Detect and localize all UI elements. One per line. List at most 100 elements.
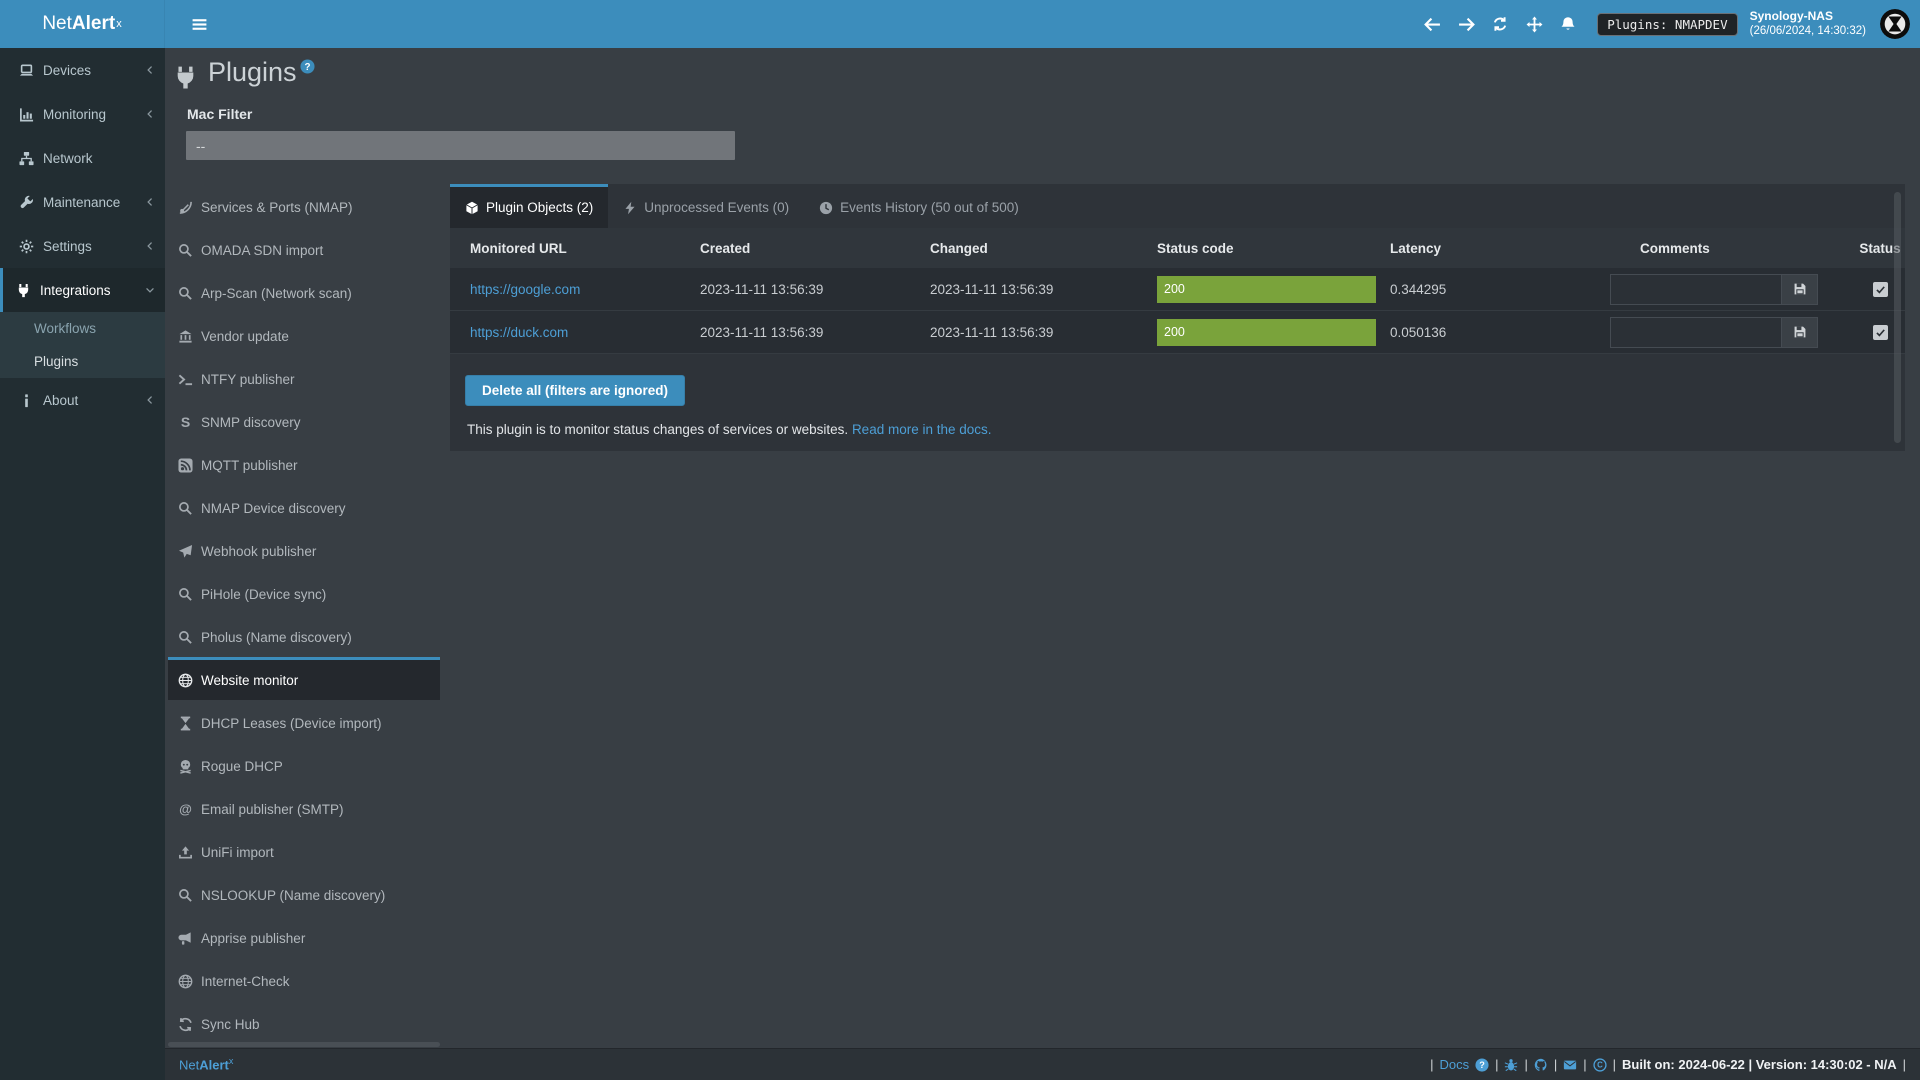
host-info: Synology-NAS (26/06/2024, 14:30:32) (1750, 9, 1866, 40)
dish-icon (178, 200, 193, 215)
plugin-item-nmap-device-discovery[interactable]: NMAP Device discovery (168, 485, 440, 528)
plugin-item-website-monitor[interactable]: Website monitor (168, 657, 440, 700)
status-code-bar: 200 (1157, 318, 1376, 346)
monitored-url-link[interactable]: https://google.com (470, 281, 581, 297)
sidebar-item-label: Integrations (40, 282, 111, 298)
tab-unprocessed-events[interactable]: Unprocessed Events (0) (608, 184, 804, 228)
sidebar-item-settings[interactable]: Settings (0, 224, 165, 268)
copyright-icon[interactable] (1593, 1058, 1607, 1072)
tab-bar: Plugin Objects (2) Unprocessed Events (0… (450, 184, 1905, 228)
sidebar-item-devices[interactable]: Devices (0, 48, 165, 92)
sidebar-item-monitoring[interactable]: Monitoring (0, 92, 165, 136)
gear-icon (19, 239, 34, 254)
wrench-icon (19, 195, 34, 210)
build-info: Built on: 2024-06-22 | Version: 14:30:02… (1622, 1057, 1897, 1072)
plugin-item-webhook-publisher[interactable]: Webhook publisher (168, 528, 440, 571)
plugin-item-pihole-device-sync[interactable]: PiHole (Device sync) (168, 571, 440, 614)
latency-cell: 0.050136 (1390, 324, 1447, 340)
forward-button[interactable] (1449, 0, 1483, 48)
plugin-item-email-publisher-smtp[interactable]: Email publisher (SMTP) (168, 786, 440, 829)
question-circle-icon[interactable] (1475, 1058, 1489, 1072)
latency-cell: 0.344295 (1390, 281, 1447, 297)
plugin-item-dhcp-leases-device-import[interactable]: DHCP Leases (Device import) (168, 700, 440, 743)
plugin-item-arp-scan-network-scan[interactable]: Arp-Scan (Network scan) (168, 270, 440, 313)
plugin-item-ntfy-publisher[interactable]: NTFY publisher (168, 356, 440, 399)
plugin-item-nslookup-name-discovery[interactable]: NSLOOKUP (Name discovery) (168, 872, 440, 915)
comment-input[interactable] (1610, 273, 1782, 305)
changed-cell: 2023-11-11 13:56:39 (930, 281, 1054, 297)
sidebar-item-label: Settings (43, 238, 92, 254)
back-button[interactable] (1415, 0, 1449, 48)
sidebar-item-integrations[interactable]: Integrations (0, 268, 165, 312)
separator: | (1902, 1057, 1906, 1072)
sidebar-toggle-button[interactable] (179, 0, 219, 48)
refresh-button[interactable] (1483, 0, 1517, 48)
table-body: https://google.com 2023-11-11 13:56:39 2… (450, 268, 1905, 354)
email-icon[interactable] (1563, 1058, 1577, 1072)
plugins-list: Services & Ports (NMAP) OMADA SDN import… (168, 184, 440, 1044)
footer-brand[interactable]: NetAlertx (179, 1056, 233, 1072)
logo-text-net: Net (42, 13, 72, 34)
move-icon (1526, 16, 1543, 33)
footer-right-group: | Docs | | | | | Built on: 2024-06-22 | … (1430, 1057, 1906, 1072)
sidebar: Devices Monitoring Network Maintenance S… (0, 48, 165, 1080)
tab-label: Plugin Objects (2) (486, 200, 594, 215)
panel-scrollbar[interactable] (1894, 192, 1901, 443)
running-plugin-badge: Plugins: NMAPDEV (1597, 12, 1738, 36)
globe-icon (178, 673, 193, 688)
footer: NetAlertx | Docs | | | | | Built on: 202… (165, 1048, 1920, 1080)
search-icon (178, 888, 193, 903)
search-icon (178, 501, 193, 516)
read-docs-link[interactable]: Read more in the docs. (851, 422, 992, 437)
delete-all-button[interactable]: Delete all (filters are ignored) (465, 375, 686, 406)
tab-plugin-objects[interactable]: Plugin Objects (2) (450, 184, 609, 228)
separator: | (1430, 1057, 1434, 1072)
plugin-item-label: Arp-Scan (Network scan) (201, 285, 352, 301)
plugin-item-snmp-discovery[interactable]: SNMP discovery (168, 399, 440, 442)
user-avatar[interactable] (1880, 9, 1910, 39)
plane-icon (178, 544, 193, 559)
plugin-item-label: Services & Ports (NMAP) (201, 199, 353, 215)
save-comment-button[interactable] (1782, 273, 1818, 305)
separator: | (1524, 1057, 1528, 1072)
sidebar-item-maintenance[interactable]: Maintenance (0, 180, 165, 224)
search-icon (178, 286, 193, 301)
plugin-item-pholus-name-discovery[interactable]: Pholus (Name discovery) (168, 614, 440, 657)
plugin-item-omada-sdn-import[interactable]: OMADA SDN import (168, 227, 440, 270)
plugin-item-apprise-publisher[interactable]: Apprise publisher (168, 915, 440, 958)
notifications-button[interactable] (1551, 0, 1585, 48)
status-checkbox[interactable] (1872, 281, 1888, 297)
chart-icon (19, 107, 34, 122)
plugin-item-services-ports-nmap[interactable]: Services & Ports (NMAP) (168, 184, 440, 227)
app-logo[interactable]: Net Alert x (0, 0, 165, 48)
sidebar-item-about[interactable]: About (0, 378, 165, 422)
monitored-url-link[interactable]: https://duck.com (470, 324, 569, 340)
sidebar-subitem-plugins[interactable]: Plugins (34, 354, 79, 369)
plugin-item-vendor-update[interactable]: Vendor update (168, 313, 440, 356)
plugin-item-internet-check[interactable]: Internet-Check (168, 958, 440, 1001)
plugin-item-rogue-dhcp[interactable]: Rogue DHCP (168, 743, 440, 786)
mac-filter-input[interactable] (186, 131, 735, 160)
sidebar-item-network[interactable]: Network (0, 136, 165, 180)
sidebar-subitem-workflows[interactable]: Workflows (34, 321, 97, 336)
help-question-icon[interactable] (300, 59, 315, 74)
github-icon[interactable] (1534, 1058, 1548, 1072)
status-checkbox[interactable] (1872, 324, 1888, 340)
plugins-list-scrollbar[interactable] (168, 1042, 440, 1047)
save-comment-button[interactable] (1782, 316, 1818, 348)
bug-icon[interactable] (1504, 1058, 1518, 1072)
search-icon (178, 587, 193, 602)
docs-link[interactable]: Docs (1439, 1057, 1470, 1072)
tab-events-history[interactable]: Events History (50 out of 500) (804, 184, 1034, 228)
plugin-item-unifi-import[interactable]: UniFi import (168, 829, 440, 872)
plugin-description: This plugin is to monitor status changes… (467, 422, 1905, 437)
floppy-icon (1793, 325, 1807, 339)
upload-icon (178, 845, 193, 860)
comment-input[interactable] (1610, 316, 1782, 348)
logo-text-sup: x (116, 18, 122, 30)
plugin-item-sync-hub[interactable]: Sync Hub (168, 1001, 440, 1044)
s-icon (178, 415, 193, 430)
fullscreen-move-button[interactable] (1517, 0, 1551, 48)
plugin-item-mqtt-publisher[interactable]: MQTT publisher (168, 442, 440, 485)
created-cell: 2023-11-11 13:56:39 (700, 281, 824, 297)
